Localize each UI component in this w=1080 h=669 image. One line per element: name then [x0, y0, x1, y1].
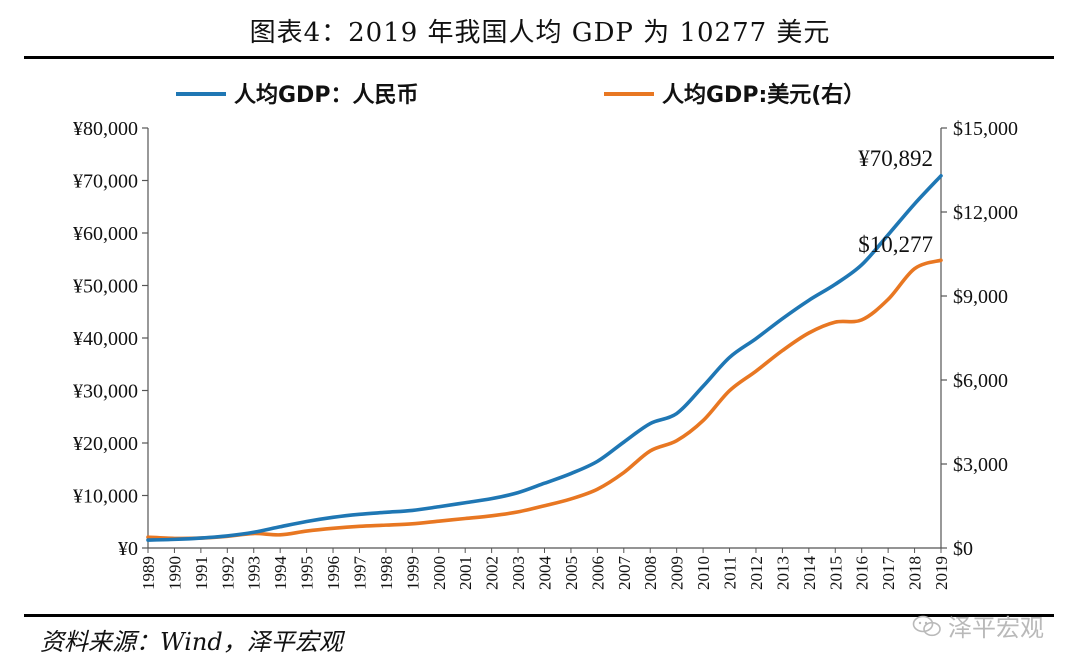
- annotations: ¥70,892 $10,277: [858, 146, 933, 257]
- left-axis-ticks: ¥0 ¥10,000 ¥20,000 ¥30,000 ¥40,000 ¥50,000 ¥60…: [73, 118, 148, 560]
- left-tick-label: ¥40,000: [73, 328, 138, 350]
- left-tick-label: ¥80,000: [73, 118, 138, 140]
- x-tick-label: 2014: [800, 556, 819, 591]
- x-tick-label: 1994: [271, 556, 290, 591]
- x-tick-label: 2011: [721, 556, 740, 589]
- x-tick-label: 2003: [509, 556, 528, 590]
- chart-title: 图表4：2019 年我国人均 GDP 为 10277 美元: [249, 18, 831, 48]
- x-tick-label: 2013: [773, 556, 792, 590]
- bottom-rule: [24, 614, 1054, 617]
- right-axis-ticks: $0 $3,000 $6,000 $9,000 $12,000 $15,000: [941, 118, 1018, 560]
- left-tick-label: ¥30,000: [73, 381, 138, 403]
- x-tick-label: 2007: [615, 556, 634, 591]
- legend-label-usd: 人均GDP:美元(右）: [662, 82, 865, 108]
- watermark-text: 泽平宏观: [948, 614, 1044, 642]
- x-tick-label: 2012: [747, 556, 766, 590]
- x-tick-label: 1989: [139, 556, 158, 590]
- x-tick-label: 2000: [430, 556, 449, 590]
- left-tick-label: ¥0: [118, 538, 138, 560]
- x-tick-label: 1991: [192, 556, 211, 590]
- right-tick-label: $12,000: [953, 202, 1018, 224]
- x-tick-label: 1990: [165, 556, 184, 590]
- x-tick-label: 1992: [218, 556, 237, 590]
- annotation-usd-2019: $10,277: [858, 232, 933, 257]
- series-group: [146, 174, 943, 542]
- x-tick-label: 2010: [694, 556, 713, 590]
- series-line-rmb: [146, 174, 943, 542]
- x-tick-label: 1996: [324, 556, 343, 590]
- x-tick-label: 2019: [932, 556, 951, 590]
- left-tick-label: ¥70,000: [73, 171, 138, 193]
- watermark: 泽平宏观: [912, 608, 1044, 643]
- x-axis-ticks: 1989 1990 1991 1992 1993 1994 1995 1996 1997 1998…: [139, 548, 951, 590]
- x-tick-label: 1999: [403, 556, 422, 590]
- x-tick-label: 1995: [298, 556, 317, 590]
- x-tick-label: 2002: [483, 556, 502, 590]
- x-tick-label: 1998: [377, 556, 396, 590]
- line-chart: 人均GDP：人民币 人均GDP:美元(右） ¥0 ¥10,000 ¥20,000 ¥3…: [73, 82, 1018, 590]
- left-tick-label: ¥60,000: [73, 223, 138, 245]
- x-tick-label: 1993: [245, 556, 264, 590]
- x-tick-label: 2018: [906, 556, 925, 590]
- x-tick-label: 2006: [588, 556, 607, 590]
- right-tick-label: $15,000: [953, 118, 1018, 140]
- left-tick-label: ¥50,000: [73, 276, 138, 298]
- x-tick-label: 2001: [456, 556, 475, 590]
- series-line-usd: [146, 258, 943, 541]
- left-tick-label: ¥20,000: [73, 433, 138, 455]
- annotation-rmb-2019: ¥70,892: [858, 146, 933, 171]
- source-note: 资料来源：Wind，泽平宏观: [40, 628, 343, 656]
- x-tick-label: 2009: [668, 556, 687, 590]
- x-tick-label: 2017: [879, 556, 898, 591]
- x-tick-label: 2004: [536, 556, 555, 591]
- x-tick-label: 2005: [562, 556, 581, 590]
- x-tick-label: 1997: [350, 556, 369, 591]
- top-rule: [24, 56, 1054, 59]
- legend: 人均GDP：人民币 人均GDP:美元(右）: [176, 82, 865, 108]
- right-tick-label: $0: [953, 538, 973, 560]
- left-tick-label: ¥10,000: [73, 486, 138, 508]
- right-tick-label: $3,000: [953, 454, 1008, 476]
- x-tick-label: 2015: [826, 556, 845, 590]
- wechat-icon: [912, 615, 941, 636]
- right-tick-label: $6,000: [953, 370, 1008, 392]
- legend-label-rmb: 人均GDP：人民币: [234, 82, 418, 108]
- x-tick-label: 2008: [641, 556, 660, 590]
- x-tick-label: 2016: [853, 556, 872, 590]
- right-tick-label: $9,000: [953, 286, 1008, 308]
